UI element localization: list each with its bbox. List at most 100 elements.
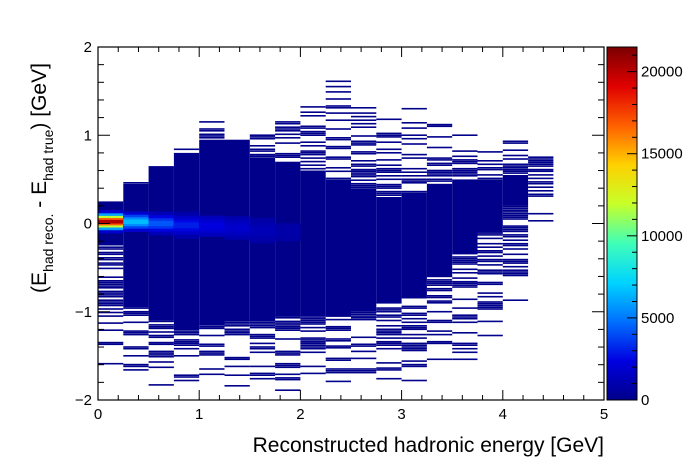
heatmap-tail-cell [376, 134, 402, 136]
heatmap-tail-cell [376, 164, 402, 166]
heatmap-tail-cell [351, 165, 377, 167]
heatmap-tail-cell [275, 126, 301, 128]
heatmap-tail-cell [249, 137, 276, 140]
heatmap-tail-cell [376, 169, 402, 172]
heatmap-tail-cell [148, 366, 174, 369]
heatmap-tail-cell [275, 354, 301, 356]
x-tick-label: 4 [499, 406, 507, 423]
heatmap-tail-cell [452, 159, 478, 161]
heatmap-tail-cell [98, 267, 124, 270]
heatmap-tail-cell [123, 333, 149, 336]
heatmap-tail-cell [477, 269, 503, 271]
heatmap-tail-cell [300, 319, 326, 322]
heatmap-tail-cell [502, 165, 529, 167]
heatmap-tail-cell [426, 310, 453, 313]
heatmap-tail-cell [325, 345, 351, 347]
heatmap-tail-cell [426, 302, 453, 304]
heatmap-tail-cell [502, 218, 529, 220]
heatmap-tail-cell [401, 134, 427, 136]
heatmap-tail-cell [300, 157, 326, 159]
heatmap-tail-cell [426, 287, 453, 290]
heatmap-tail-cell [528, 181, 554, 183]
heatmap-tail-cell [528, 168, 554, 171]
heatmap-tail-cell [528, 163, 554, 166]
heatmap-tail-cell [325, 359, 351, 361]
heatmap-tail-cell [376, 330, 402, 332]
colorbar-tick-label: 0 [641, 392, 649, 409]
heatmap-tail-cell [325, 105, 351, 107]
heatmap-tail-cell [502, 225, 529, 227]
heatmap-tail-cell [98, 299, 124, 301]
heatmap-tail-cell [376, 152, 402, 154]
heatmap-tail-cell [249, 325, 276, 327]
heatmap-tail-cell [173, 347, 200, 350]
heatmap-tail-cell [275, 317, 301, 319]
heatmap-tail-cell [249, 372, 276, 375]
heatmap-tail-cell [275, 121, 301, 123]
heatmap-tail-cell [452, 282, 478, 285]
heatmap-tail-cell [275, 377, 301, 379]
heatmap-tail-cell [401, 167, 427, 170]
heatmap-tail-cell [325, 167, 351, 169]
heatmap-tail-cell [376, 325, 402, 327]
colorbar-tick-label: 15000 [641, 146, 683, 163]
heatmap-tail-cell [173, 344, 200, 346]
heatmap-tail-cell [477, 242, 503, 245]
heatmap-tail-cell [300, 150, 326, 152]
heatmap-tail-cell [275, 325, 301, 328]
heatmap-tail-cell [300, 337, 326, 339]
heatmap-tail-cell [173, 355, 200, 357]
heatmap-tail-cell [426, 136, 453, 138]
heatmap-tail-cell [502, 158, 529, 160]
heatmap-tail-cell [98, 276, 124, 278]
heatmap-tail-cell [300, 344, 326, 346]
y-tick-label: −2 [75, 392, 92, 409]
heatmap-tail-cell [351, 343, 377, 346]
heatmap-tail-cell [123, 355, 149, 357]
heatmap-tail-cell [325, 340, 351, 342]
heatmap-tail-cell [148, 361, 174, 363]
heatmap-tail-cell [98, 322, 124, 324]
heatmap-tail-cell [452, 344, 478, 346]
heatmap-tail-cell [351, 317, 377, 319]
heatmap-tail-cell [325, 380, 351, 383]
heatmap-tail-cell [426, 164, 453, 166]
heatmap-tail-cell [502, 170, 529, 173]
heatmap-tail-cell [502, 214, 529, 217]
heatmap-tail-cell [300, 323, 326, 325]
heatmap-tail-cell [300, 326, 326, 329]
heatmap-tail-cell [325, 347, 351, 349]
heatmap-tail-cell [275, 137, 301, 139]
heatmap-tail-cell [98, 251, 124, 254]
heatmap-tail-cell [249, 323, 276, 325]
heatmap-tail-cell [426, 295, 453, 297]
heatmap-tail-cell [325, 145, 351, 148]
heatmap-tail-cell [351, 318, 377, 321]
heatmap-tail-cell [401, 171, 427, 173]
heatmap-tail-cell [528, 158, 554, 160]
heatmap-core-cell [376, 197, 402, 303]
heatmap-tail-cell [452, 284, 478, 286]
heatmap-core-cell [123, 183, 149, 308]
heatmap-tail-cell [452, 169, 478, 172]
heatmap-tail-cell [426, 300, 453, 302]
heatmap-tail-cell [426, 157, 453, 159]
heatmap-tail-cell [300, 351, 326, 354]
heatmap-tail-cell [376, 337, 402, 339]
heatmap-tail-cell [477, 255, 503, 257]
heatmap-tail-cell [426, 358, 453, 361]
heatmap-tail-cell [351, 112, 377, 114]
heatmap-tail-cell [401, 344, 427, 346]
heatmap-tail-cell [502, 227, 529, 229]
heatmap-tail-cell [351, 152, 377, 155]
heatmap-tail-cell [123, 307, 149, 309]
heatmap-tail-cell [300, 164, 326, 166]
y-tick-label: 1 [84, 127, 92, 144]
heatmap-tail-cell [98, 329, 124, 331]
heatmap-tail-cell [199, 334, 225, 337]
heatmap-tail-cell [477, 260, 503, 263]
heatmap-tail-cell [376, 344, 402, 346]
heatmap-tail-cell [224, 365, 250, 368]
heatmap-tail-cell [148, 350, 174, 353]
heatmap-tail-cell [98, 290, 124, 293]
